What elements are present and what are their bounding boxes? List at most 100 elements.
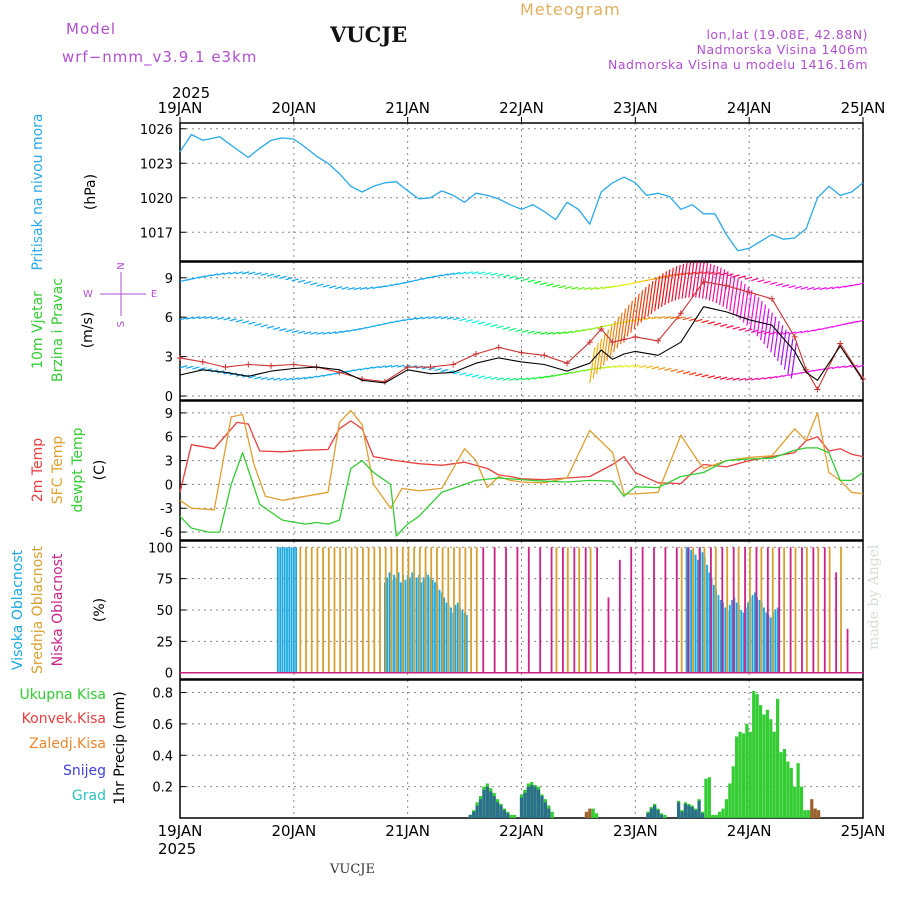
wind-gust-marker — [768, 295, 775, 302]
wind-arrow — [378, 285, 386, 289]
wind-arrow — [477, 375, 486, 379]
wind-arrow — [670, 368, 678, 373]
wind-arrow — [614, 364, 622, 369]
wind-arrow — [310, 375, 318, 379]
wind-arrow — [595, 286, 604, 290]
precip-total-bar — [591, 808, 595, 818]
wind-plume-arrow — [589, 347, 596, 383]
precip-total-bar — [707, 777, 711, 818]
wind-arrow — [602, 324, 610, 328]
wind-arrow — [428, 275, 436, 279]
precip-snow-bar — [530, 785, 534, 818]
y-tick-label: 9 — [165, 407, 173, 422]
wind-gust-marker — [586, 339, 593, 346]
wind-arrow — [502, 274, 511, 278]
wind-arrow — [440, 273, 448, 277]
wind-arrow — [670, 273, 678, 277]
wind-arrow — [248, 321, 256, 325]
wind-arrow — [186, 365, 194, 369]
wind-plume-arrow — [770, 316, 777, 353]
wind-arrow — [403, 280, 411, 284]
precip-total-bar — [513, 814, 517, 818]
wind-plume-arrow — [753, 297, 760, 333]
wind-plume-arrow — [684, 262, 692, 299]
wind-plume-arrow — [596, 338, 603, 375]
wind-arrow — [844, 321, 852, 326]
wind-arrow — [757, 330, 765, 334]
wind-plume-arrow — [633, 293, 640, 330]
wind-arrow — [210, 273, 219, 277]
wind-plume-arrow — [725, 273, 732, 310]
precip-snow-bar — [687, 805, 691, 818]
precip-total-bar — [806, 810, 810, 818]
wind-arrow — [633, 280, 641, 285]
wind-arrow — [769, 281, 778, 286]
wind-arrow — [657, 315, 666, 320]
wind-arrow — [558, 285, 566, 289]
wind-plume-arrow — [660, 271, 668, 307]
wind-plume-arrow — [664, 269, 671, 305]
wind-arrow — [856, 282, 864, 286]
wind-arrow — [341, 286, 349, 290]
wind-arrow — [186, 316, 194, 320]
y-tick-label: 0.2 — [152, 781, 173, 796]
wind-arrow — [347, 369, 355, 373]
wind-plume-arrow — [667, 267, 674, 304]
wind-arrow — [484, 322, 492, 326]
wind-arrow — [583, 368, 591, 372]
wind-arrow — [235, 319, 244, 323]
wind-arrow — [595, 325, 604, 329]
panel-frame — [179, 540, 864, 680]
wind-arrow — [664, 367, 672, 372]
wind-arrow — [272, 326, 281, 331]
wind-arrow — [428, 315, 436, 320]
wind-arrow — [378, 365, 386, 369]
wind-arrow — [558, 331, 566, 335]
wind-arrow — [297, 279, 306, 283]
precip-total-bar — [772, 731, 776, 818]
wind-gust-marker — [723, 282, 730, 289]
wind-arrow — [831, 324, 840, 328]
y-tick-label: 6 — [165, 311, 173, 326]
wind-arrow — [738, 327, 746, 331]
wind-gust-marker — [677, 310, 684, 317]
wind-arrow — [552, 284, 560, 288]
wind-arrow — [397, 364, 405, 368]
panel-frame — [179, 122, 864, 262]
wind-plume-arrow — [677, 263, 685, 300]
wind-arrow — [571, 286, 579, 290]
wind-plume-arrow — [715, 267, 722, 304]
wind-gust-marker — [837, 340, 844, 347]
wind-arrow — [701, 320, 709, 324]
y-tick-label: 0 — [165, 390, 173, 405]
wind-arrow — [639, 365, 647, 369]
wind-arrow — [217, 316, 225, 320]
precip-total-bar — [745, 723, 749, 818]
precip-snow-bar — [492, 796, 496, 818]
year-label-bottom: 2025 — [158, 840, 196, 858]
wind-arrow — [465, 319, 473, 323]
precip-legend-label: Snijeg — [63, 763, 106, 779]
wind-arrow — [589, 286, 597, 291]
y-tick-label: 0.4 — [152, 749, 173, 764]
model-elevation-text: Nadmorska Visina u modelu 1416.16m — [608, 57, 868, 72]
wind-arrow — [496, 377, 504, 381]
wind-gust-marker — [222, 364, 229, 371]
precip-snow-bar — [690, 807, 694, 818]
wind-arrow — [341, 329, 349, 334]
precip-legend-label: Grad — [72, 788, 106, 804]
x-tick-label-top: 20JAN — [271, 99, 316, 117]
wind-arrow — [608, 365, 616, 369]
wind-arrow — [508, 327, 517, 332]
direction-key-n: N — [116, 262, 127, 269]
precip-total-bar — [717, 811, 722, 818]
wind-arrow — [850, 283, 858, 287]
wind-arrow — [813, 287, 821, 291]
wind-arrow — [775, 283, 784, 287]
wind-plume-arrow — [654, 275, 661, 312]
x-tick-label-top: 22JAN — [499, 99, 544, 117]
x-tick-label-bottom: 21JAN — [385, 822, 430, 840]
wind-arrow — [508, 275, 517, 279]
wind-arrow — [515, 276, 523, 281]
wind-arrow — [465, 373, 473, 377]
